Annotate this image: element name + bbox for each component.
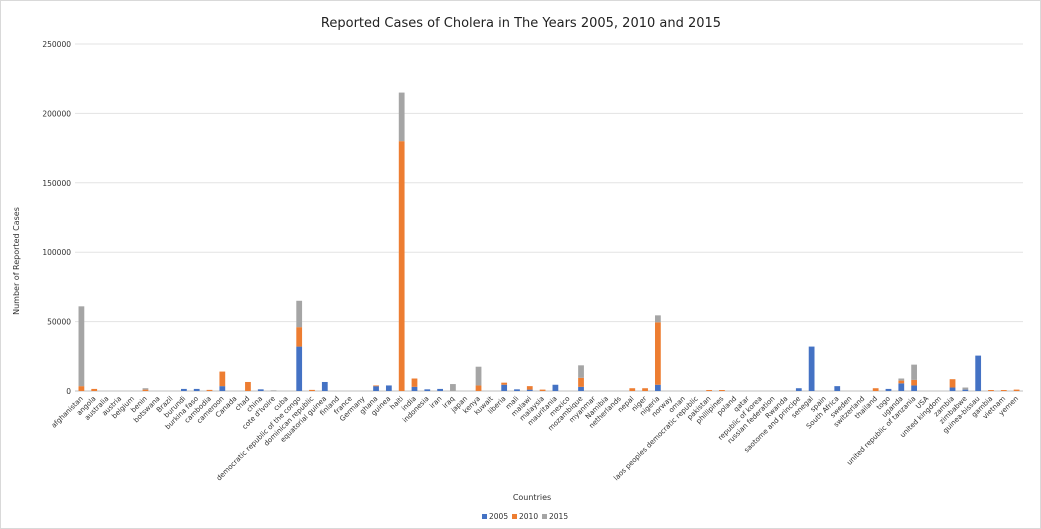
bar-2015 — [398, 92, 405, 142]
bar-2005 — [834, 386, 841, 391]
legend: 2005 2010 2015 — [482, 512, 568, 521]
bar-2015 — [911, 364, 917, 380]
bar-2010 — [78, 386, 85, 391]
y-tick-label: 50000 — [47, 318, 71, 327]
bar-2005 — [424, 389, 431, 391]
bar-2010 — [642, 388, 648, 391]
bar-2005 — [321, 381, 328, 391]
bar-2005 — [808, 346, 815, 391]
bar-2015 — [898, 378, 905, 381]
bar-2010 — [539, 389, 546, 391]
legend-label: 2005 — [489, 512, 508, 521]
bar-2010 — [309, 389, 315, 391]
legend-swatch — [542, 514, 547, 519]
bar-2005 — [795, 388, 802, 391]
bar-2010 — [142, 389, 149, 391]
category-label: iran — [428, 395, 443, 410]
bar-2010 — [719, 390, 725, 391]
bar-2010 — [1000, 390, 1007, 391]
bar-2010 — [578, 377, 584, 387]
bar-2015 — [578, 365, 584, 378]
bar-2010 — [526, 386, 533, 390]
bar-2005 — [296, 346, 303, 391]
bar-2010 — [911, 379, 917, 386]
y-tick-label: 0 — [66, 387, 71, 396]
legend-label: 2015 — [549, 512, 568, 521]
bar-2015 — [296, 300, 303, 328]
bar-2015 — [962, 387, 969, 390]
bar-2005 — [411, 386, 418, 391]
bar-2005 — [885, 388, 892, 391]
bar-2010 — [898, 380, 905, 384]
chart-title: Reported Cases of Cholera in The Years 2… — [321, 16, 721, 31]
bar-2010 — [398, 141, 405, 391]
bar-2015 — [78, 306, 85, 387]
bar-2010 — [988, 390, 994, 391]
bar-2005 — [193, 388, 200, 391]
bar-2005 — [975, 355, 982, 391]
bar-2010 — [949, 379, 956, 388]
bar-2010 — [206, 389, 213, 391]
bar-2015 — [270, 390, 277, 392]
bar-2005 — [373, 386, 379, 391]
bar-2010 — [219, 371, 226, 387]
y-axis-title: Number of Reported Cases — [12, 207, 21, 315]
bar-2005 — [552, 384, 559, 391]
bar-2005 — [949, 387, 956, 391]
bar-2005 — [514, 389, 520, 391]
category-labels: afghanistanangolaaustraliaaustriabelgium… — [50, 395, 1020, 483]
bar-2005 — [501, 384, 508, 391]
bar-2015 — [142, 388, 149, 390]
bar-2005 — [526, 389, 533, 391]
bar-layer — [78, 92, 1020, 392]
bar-2010 — [411, 378, 418, 387]
legend-swatch — [482, 514, 487, 519]
bar-2010 — [629, 388, 636, 391]
bar-2005 — [578, 386, 584, 391]
bar-2015 — [655, 315, 661, 323]
legend-swatch — [512, 514, 517, 519]
bar-2010 — [655, 322, 661, 385]
bar-2015 — [475, 366, 482, 386]
bar-2005 — [437, 388, 443, 391]
bar-2010 — [373, 385, 379, 387]
y-tick-label: 150000 — [42, 179, 71, 188]
bar-2010 — [1013, 389, 1020, 391]
bar-2005 — [962, 389, 969, 391]
bar-2005 — [219, 386, 226, 391]
bar-2005 — [181, 388, 187, 391]
bar-2005 — [385, 385, 392, 391]
bar-2010 — [245, 381, 251, 391]
bar-2015 — [450, 384, 456, 391]
legend-label: 2010 — [519, 512, 538, 521]
bar-2010 — [501, 382, 508, 385]
y-tick-label: 250000 — [42, 40, 71, 49]
bar-2010 — [296, 327, 303, 347]
bar-2005 — [911, 385, 917, 391]
bar-2010 — [91, 388, 98, 391]
x-axis-title: Countries — [513, 493, 551, 502]
bar-2010 — [475, 385, 482, 391]
bar-2010 — [872, 388, 879, 391]
bar-2005 — [655, 384, 661, 391]
grid-layer — [75, 43, 1023, 392]
y-tick-label: 100000 — [42, 248, 71, 257]
bar-2005 — [898, 383, 905, 391]
bar-2005 — [257, 389, 264, 391]
bar-2010 — [706, 390, 713, 391]
y-tick-label: 200000 — [42, 109, 71, 118]
y-tick-labels: 0 50000 100000 150000 200000 250000 — [42, 40, 71, 396]
